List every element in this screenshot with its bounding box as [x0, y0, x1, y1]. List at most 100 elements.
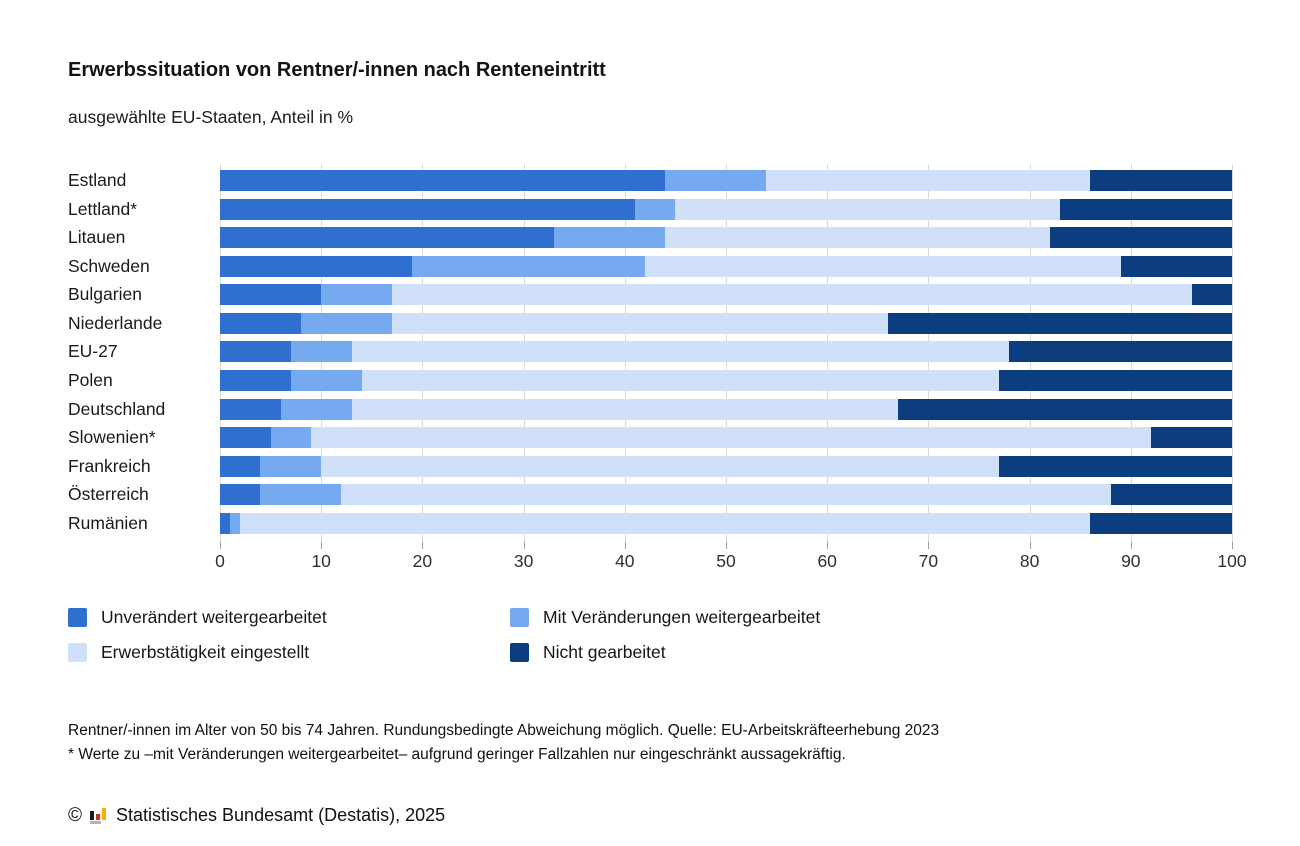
- bar-track: [220, 312, 1232, 334]
- tick-mark: [827, 541, 829, 549]
- bar-segment: [766, 170, 1091, 191]
- legend-item: Mit Veränderungen weitergearbeitet: [510, 607, 1240, 628]
- bar-track: [220, 198, 1232, 220]
- bar-segment: [1090, 170, 1232, 191]
- tick-mark: [624, 541, 626, 549]
- bar-segment: [220, 484, 261, 506]
- tick-mark: [523, 541, 525, 549]
- bar-segment: [220, 284, 322, 306]
- bar-segment: [361, 370, 1000, 392]
- tick-mark: [726, 541, 727, 549]
- bar-segment: [220, 170, 666, 191]
- category-label: Österreich: [68, 484, 149, 505]
- bar-segment: [311, 427, 1152, 449]
- bar-segment: [290, 341, 352, 363]
- bar-track: [220, 455, 1232, 477]
- x-axis-tick-label: 50: [716, 550, 736, 571]
- bar-segment: [675, 198, 1060, 220]
- tick-mark: [321, 541, 323, 549]
- bar-track: [220, 255, 1232, 277]
- bar-track: [220, 284, 1232, 306]
- bar-track: [220, 170, 1232, 191]
- bar-segment: [887, 312, 1232, 334]
- bar-segment: [645, 255, 1121, 277]
- x-axis-tick-label: 0: [215, 550, 225, 571]
- bar-row: Bulgarien: [68, 284, 1232, 313]
- bar-segment: [220, 512, 231, 534]
- bar-row: EU-27: [68, 341, 1232, 370]
- bar-segment: [999, 455, 1232, 477]
- category-label: EU-27: [68, 341, 118, 362]
- bar-row: Estland: [68, 170, 1232, 199]
- gridline: [1232, 164, 1233, 544]
- category-label: Rumänien: [68, 512, 148, 533]
- bar-row: Rumänien: [68, 512, 1232, 542]
- bar-row: Schweden: [68, 255, 1232, 285]
- category-label: Slowenien*: [68, 427, 156, 448]
- x-axis-tick-label: 40: [615, 550, 635, 571]
- bar-segment: [553, 227, 666, 249]
- legend-label: Nicht gearbeitet: [543, 641, 666, 662]
- copyright-symbol: ©: [68, 804, 82, 826]
- bar-segment: [300, 312, 393, 334]
- bar-segment: [220, 312, 301, 334]
- bar-segment: [290, 370, 362, 392]
- tick-mark: [1232, 541, 1233, 549]
- bar-segment: [220, 370, 291, 392]
- stacked-bar-chart: Estland Lettland* Litauen Schweden Bulgarien…: [68, 164, 1247, 573]
- bar-segment: [898, 398, 1232, 420]
- bar-segment: [1049, 227, 1232, 249]
- x-axis-tick-label: 10: [311, 550, 331, 571]
- bar-row: Polen: [68, 370, 1232, 399]
- bar-segment: [240, 512, 1091, 534]
- legend-item: Unverändert weitergearbeitet: [68, 607, 510, 628]
- legend-item: Erwerbstätigkeit eingestellt: [68, 642, 510, 663]
- x-axis-tick-label: 20: [412, 550, 433, 571]
- bar-segment: [665, 170, 767, 191]
- bar-segment: [270, 427, 312, 449]
- bar-track: [220, 370, 1232, 392]
- legend-swatch-icon: [510, 642, 529, 662]
- tick-mark: [928, 541, 930, 549]
- bar-segment: [351, 341, 1010, 363]
- x-axis-tick-label: 60: [817, 550, 837, 571]
- bar-segment: [321, 284, 393, 306]
- bar-segment: [230, 512, 241, 534]
- page-subtitle: ausgewählte EU-Staaten, Anteil in %: [68, 107, 354, 127]
- bar-segment: [1120, 255, 1232, 277]
- copyright-text: Statistisches Bundesamt (Destatis), 2025: [116, 804, 446, 825]
- footnotes: Rentner/-innen im Alter von 50 bis 74 Ja…: [68, 719, 1240, 767]
- bar-segment: [220, 427, 271, 449]
- bar-row: Österreich: [68, 484, 1232, 513]
- bar-row: Lettland*: [68, 198, 1232, 228]
- category-label: Schweden: [68, 255, 150, 276]
- tick-mark: [1130, 541, 1132, 549]
- bar-segment: [999, 370, 1232, 392]
- x-axis-tick-label: 30: [513, 550, 534, 571]
- category-label: Estland: [68, 170, 127, 190]
- footnote-line-1: Rentner/-innen im Alter von 50 bis 74 Ja…: [68, 721, 940, 739]
- category-label: Litauen: [68, 227, 126, 248]
- bar-segment: [260, 484, 342, 506]
- bar-segment: [220, 341, 291, 363]
- copyright: © Statistisches Bundesamt (Destatis), 20…: [68, 805, 1240, 826]
- legend-label: Unverändert weitergearbeitet: [101, 606, 327, 627]
- bar-segment: [1151, 427, 1232, 449]
- bar-segment: [341, 484, 1111, 506]
- legend-item: Nicht gearbeitet: [510, 642, 1240, 663]
- bar-segment: [220, 198, 635, 220]
- bar-segment: [1090, 512, 1232, 534]
- legend: Unverändert weitergearbeitet Mit Veränder…: [68, 607, 1240, 663]
- bar-segment: [260, 455, 322, 477]
- x-axis-tick-label: 100: [1217, 550, 1247, 571]
- x-axis-tick-label: 70: [918, 550, 939, 571]
- bar-segment: [220, 455, 261, 477]
- bar-segment: [634, 198, 676, 220]
- bar-segment: [220, 227, 554, 249]
- bar-segment: [412, 255, 646, 277]
- x-axis-labels: 0 10 20 30 40 50 60 70 80 90 100: [215, 550, 1246, 573]
- bar-track: [220, 512, 1232, 534]
- bar-segment: [1059, 198, 1232, 220]
- category-label: Niederlande: [68, 312, 163, 333]
